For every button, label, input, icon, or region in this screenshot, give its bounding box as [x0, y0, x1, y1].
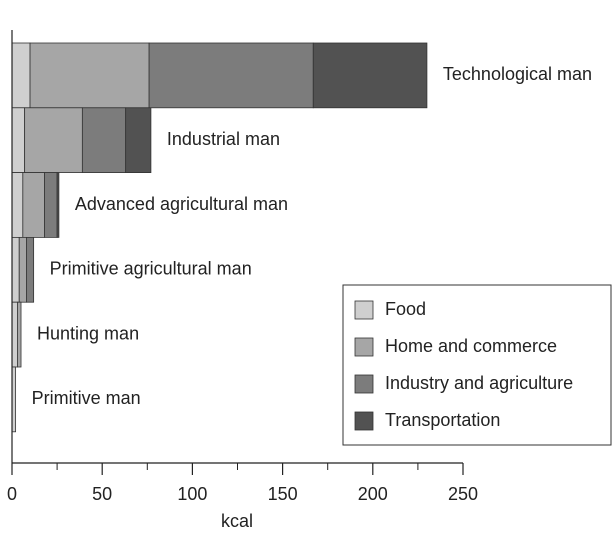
x-tick-label: 100	[177, 484, 207, 504]
category-label: Technological man	[443, 64, 592, 84]
bar-segment	[11, 236, 20, 303]
bar-segment	[56, 172, 60, 238]
x-tick-label: 200	[358, 484, 388, 504]
x-tick-label: 50	[92, 484, 112, 504]
bar-segment	[11, 172, 24, 238]
bar-segment	[44, 172, 58, 238]
x-tick-label: 250	[448, 484, 478, 504]
category-label: Hunting man	[37, 323, 139, 343]
bar-segment	[148, 42, 314, 109]
x-tick-label: 150	[268, 484, 298, 504]
bar-segment	[17, 301, 22, 368]
bar-segment	[81, 107, 127, 174]
bar-segment	[24, 107, 83, 174]
legend-label: Food	[385, 299, 426, 319]
legend-swatch	[354, 300, 374, 320]
bar-segment	[22, 172, 45, 238]
legend-swatch	[354, 411, 374, 431]
bar-segment	[26, 236, 35, 303]
legend-swatch	[354, 337, 374, 357]
legend-label: Home and commerce	[385, 336, 557, 356]
category-label: Advanced agricultural man	[75, 194, 288, 214]
bar-segment	[312, 42, 428, 109]
bar-segment	[11, 42, 31, 109]
legend-swatch	[354, 374, 374, 394]
legend-label: Transportation	[385, 410, 500, 430]
bar-segment	[29, 42, 150, 109]
bar-segment	[11, 301, 18, 368]
category-label: Industrial man	[167, 129, 280, 149]
x-axis-label: kcal	[221, 511, 253, 531]
x-tick-label: 0	[7, 484, 17, 504]
category-label: Primitive man	[32, 388, 141, 408]
bar-segment	[11, 107, 26, 174]
legend-box	[342, 284, 612, 446]
bar-segment	[125, 107, 152, 174]
bar-segment	[18, 236, 27, 303]
legend-label: Industry and agriculture	[385, 373, 573, 393]
category-label: Primitive agricultural man	[50, 259, 252, 279]
